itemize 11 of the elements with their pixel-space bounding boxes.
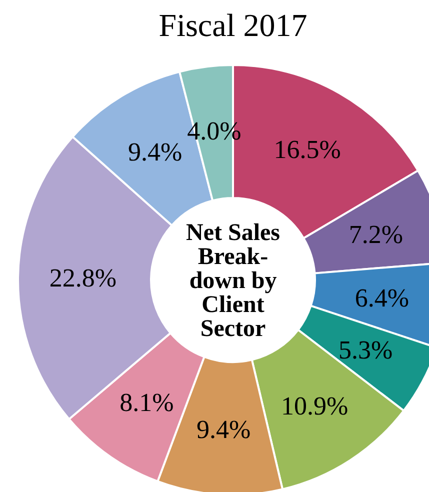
data-label: 9.4% (196, 415, 251, 444)
data-label: 6.4% (354, 283, 410, 312)
data-label: 9.4% (128, 137, 182, 166)
data-label: 8.1% (120, 388, 174, 418)
chart-title: Fiscal 2017 (158, 7, 308, 43)
data-label: 7.2% (348, 220, 404, 250)
text: Net Sales Break- down by Client Sector (186, 220, 280, 342)
data-label: 5.3% (338, 336, 393, 365)
data-label: 22.8% (49, 264, 117, 293)
data-label: 10.9% (280, 391, 348, 420)
data-label: 16.5% (274, 135, 341, 164)
